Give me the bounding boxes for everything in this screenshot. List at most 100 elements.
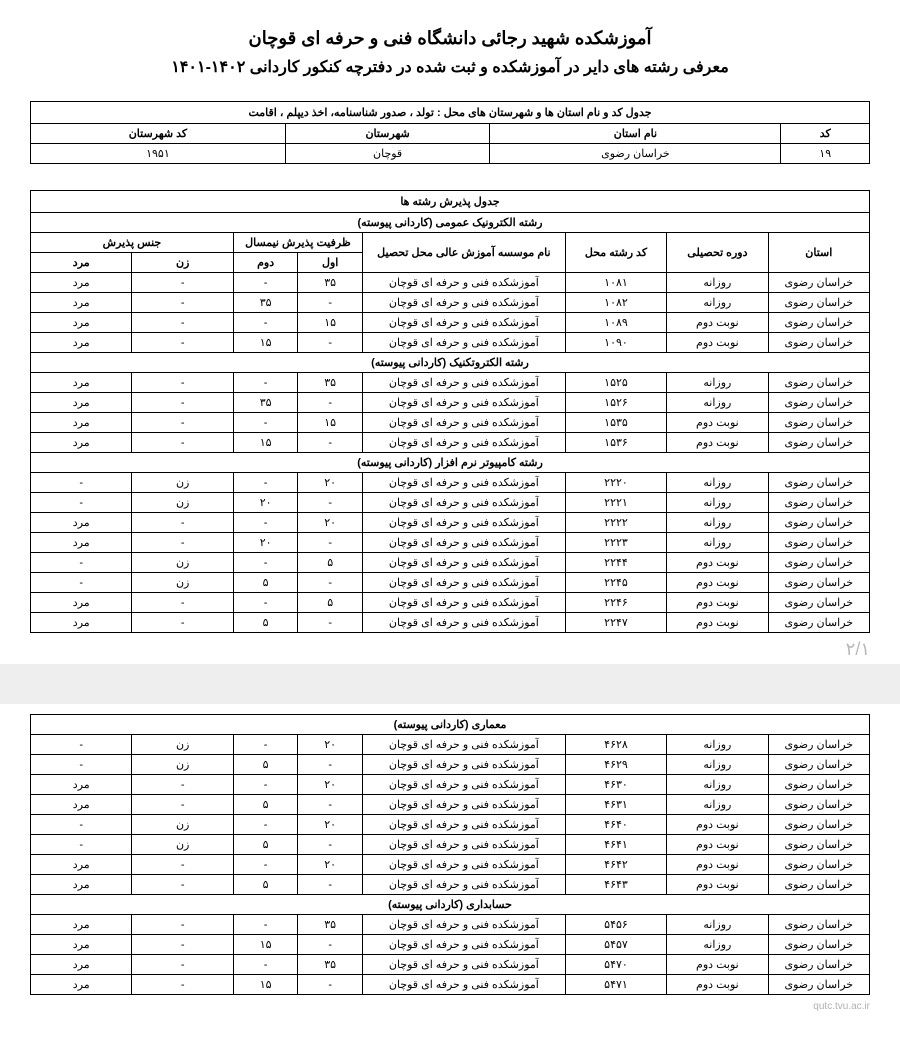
cell-institute: آموزشکده فنی و حرفه ای قوچان	[362, 373, 565, 393]
cell-male: مرد	[31, 593, 132, 613]
cell-code: ۵۴۷۰	[565, 955, 666, 975]
table-row: خراسان رضویروزانه۱۵۲۶آموزشکده فنی و حرفه…	[31, 393, 870, 413]
cell-province: خراسان رضوی	[768, 775, 869, 795]
loc-city: قوچان	[285, 144, 490, 164]
cell-second: -	[233, 473, 298, 493]
cell-institute: آموزشکده فنی و حرفه ای قوچان	[362, 875, 565, 895]
cell-period: روزانه	[667, 775, 768, 795]
cell-second: ۱۵	[233, 333, 298, 353]
cell-male: مرد	[31, 313, 132, 333]
cell-code: ۲۲۴۴	[565, 553, 666, 573]
cell-second: ۵	[233, 795, 298, 815]
cell-male: مرد	[31, 875, 132, 895]
cell-period: نوبت دوم	[667, 333, 768, 353]
cell-province: خراسان رضوی	[768, 835, 869, 855]
admission-table-page2: معماری (کاردانی پیوسته)خراسان رضویروزانه…	[30, 714, 870, 995]
cell-female: -	[132, 875, 233, 895]
cell-first: ۲۰	[298, 735, 363, 755]
h-male: مرد	[31, 253, 132, 273]
cell-first: -	[298, 935, 363, 955]
cell-institute: آموزشکده فنی و حرفه ای قوچان	[362, 755, 565, 775]
cell-institute: آموزشکده فنی و حرفه ای قوچان	[362, 955, 565, 975]
cell-province: خراسان رضوی	[768, 795, 869, 815]
cell-province: خراسان رضوی	[768, 573, 869, 593]
table-row: خراسان رضویروزانه۲۲۲۰آموزشکده فنی و حرفه…	[31, 473, 870, 493]
table-row: خراسان رضویروزانه۱۵۲۵آموزشکده فنی و حرفه…	[31, 373, 870, 393]
cell-female: -	[132, 613, 233, 633]
h-period: دوره تحصیلی	[667, 233, 768, 273]
cell-female: -	[132, 393, 233, 413]
cell-province: خراسان رضوی	[768, 273, 869, 293]
cell-male: مرد	[31, 293, 132, 313]
section-header: رشته الکتروتکنیک (کاردانی پیوسته)	[31, 353, 870, 373]
cell-period: نوبت دوم	[667, 855, 768, 875]
section-header: رشته کامپیوتر نرم افزار (کاردانی پیوسته)	[31, 453, 870, 473]
cell-male: مرد	[31, 533, 132, 553]
cell-female: -	[132, 373, 233, 393]
cell-period: نوبت دوم	[667, 875, 768, 895]
cell-institute: آموزشکده فنی و حرفه ای قوچان	[362, 795, 565, 815]
table-row: خراسان رضویروزانه۵۴۵۶آموزشکده فنی و حرفه…	[31, 915, 870, 935]
cell-province: خراسان رضوی	[768, 875, 869, 895]
cell-male: مرد	[31, 795, 132, 815]
admission-caption: جدول پذیرش رشته ها	[31, 191, 870, 213]
table-row: خراسان رضویروزانه۲۲۲۲آموزشکده فنی و حرفه…	[31, 513, 870, 533]
cell-first: -	[298, 533, 363, 553]
cell-first: ۳۵	[298, 373, 363, 393]
cell-male: -	[31, 493, 132, 513]
cell-second: -	[233, 915, 298, 935]
cell-female: زن	[132, 573, 233, 593]
cell-second: -	[233, 815, 298, 835]
cell-first: ۳۵	[298, 915, 363, 935]
cell-period: روزانه	[667, 935, 768, 955]
table-row: خراسان رضویروزانه۲۲۲۱آموزشکده فنی و حرفه…	[31, 493, 870, 513]
cell-province: خراسان رضوی	[768, 413, 869, 433]
loc-h-code: کد	[781, 124, 870, 144]
cell-code: ۱۰۸۱	[565, 273, 666, 293]
cell-province: خراسان رضوی	[768, 735, 869, 755]
cell-institute: آموزشکده فنی و حرفه ای قوچان	[362, 393, 565, 413]
cell-period: نوبت دوم	[667, 413, 768, 433]
cell-female: زن	[132, 815, 233, 835]
table-row: خراسان رضویروزانه۴۶۲۹آموزشکده فنی و حرفه…	[31, 755, 870, 775]
cell-first: -	[298, 795, 363, 815]
cell-female: زن	[132, 755, 233, 775]
cell-first: ۲۰	[298, 473, 363, 493]
cell-first: ۳۵	[298, 955, 363, 975]
table-row: خراسان رضویروزانه۱۰۸۲آموزشکده فنی و حرفه…	[31, 293, 870, 313]
h-gender: جنس پذیرش	[31, 233, 234, 253]
table-row: ۱۹ خراسان رضوی قوچان ۱۹۵۱	[31, 144, 870, 164]
cell-male: مرد	[31, 935, 132, 955]
cell-first: ۲۰	[298, 513, 363, 533]
cell-code: ۲۲۴۷	[565, 613, 666, 633]
table-row: خراسان رضوینوبت دوم۲۲۴۶آموزشکده فنی و حر…	[31, 593, 870, 613]
cell-male: مرد	[31, 955, 132, 975]
cell-first: -	[298, 433, 363, 453]
cell-period: روزانه	[667, 393, 768, 413]
cell-code: ۴۶۳۱	[565, 795, 666, 815]
cell-code: ۴۶۴۳	[565, 875, 666, 895]
cell-period: روزانه	[667, 513, 768, 533]
cell-code: ۲۲۲۳	[565, 533, 666, 553]
cell-code: ۱۰۸۹	[565, 313, 666, 333]
cell-female: -	[132, 855, 233, 875]
cell-second: ۵	[233, 755, 298, 775]
page-break	[0, 664, 900, 704]
cell-second: -	[233, 955, 298, 975]
cell-female: -	[132, 593, 233, 613]
cell-male: مرد	[31, 333, 132, 353]
cell-institute: آموزشکده فنی و حرفه ای قوچان	[362, 775, 565, 795]
cell-institute: آموزشکده فنی و حرفه ای قوچان	[362, 473, 565, 493]
cell-period: نوبت دوم	[667, 553, 768, 573]
cell-period: نوبت دوم	[667, 593, 768, 613]
cell-code: ۲۲۲۰	[565, 473, 666, 493]
cell-province: خراسان رضوی	[768, 513, 869, 533]
cell-second: ۲۰	[233, 533, 298, 553]
cell-first: ۵	[298, 593, 363, 613]
cell-second: -	[233, 553, 298, 573]
cell-code: ۱۰۸۲	[565, 293, 666, 313]
cell-institute: آموزشکده فنی و حرفه ای قوچان	[362, 333, 565, 353]
h-second: دوم	[233, 253, 298, 273]
cell-period: نوبت دوم	[667, 955, 768, 975]
cell-first: ۱۵	[298, 413, 363, 433]
